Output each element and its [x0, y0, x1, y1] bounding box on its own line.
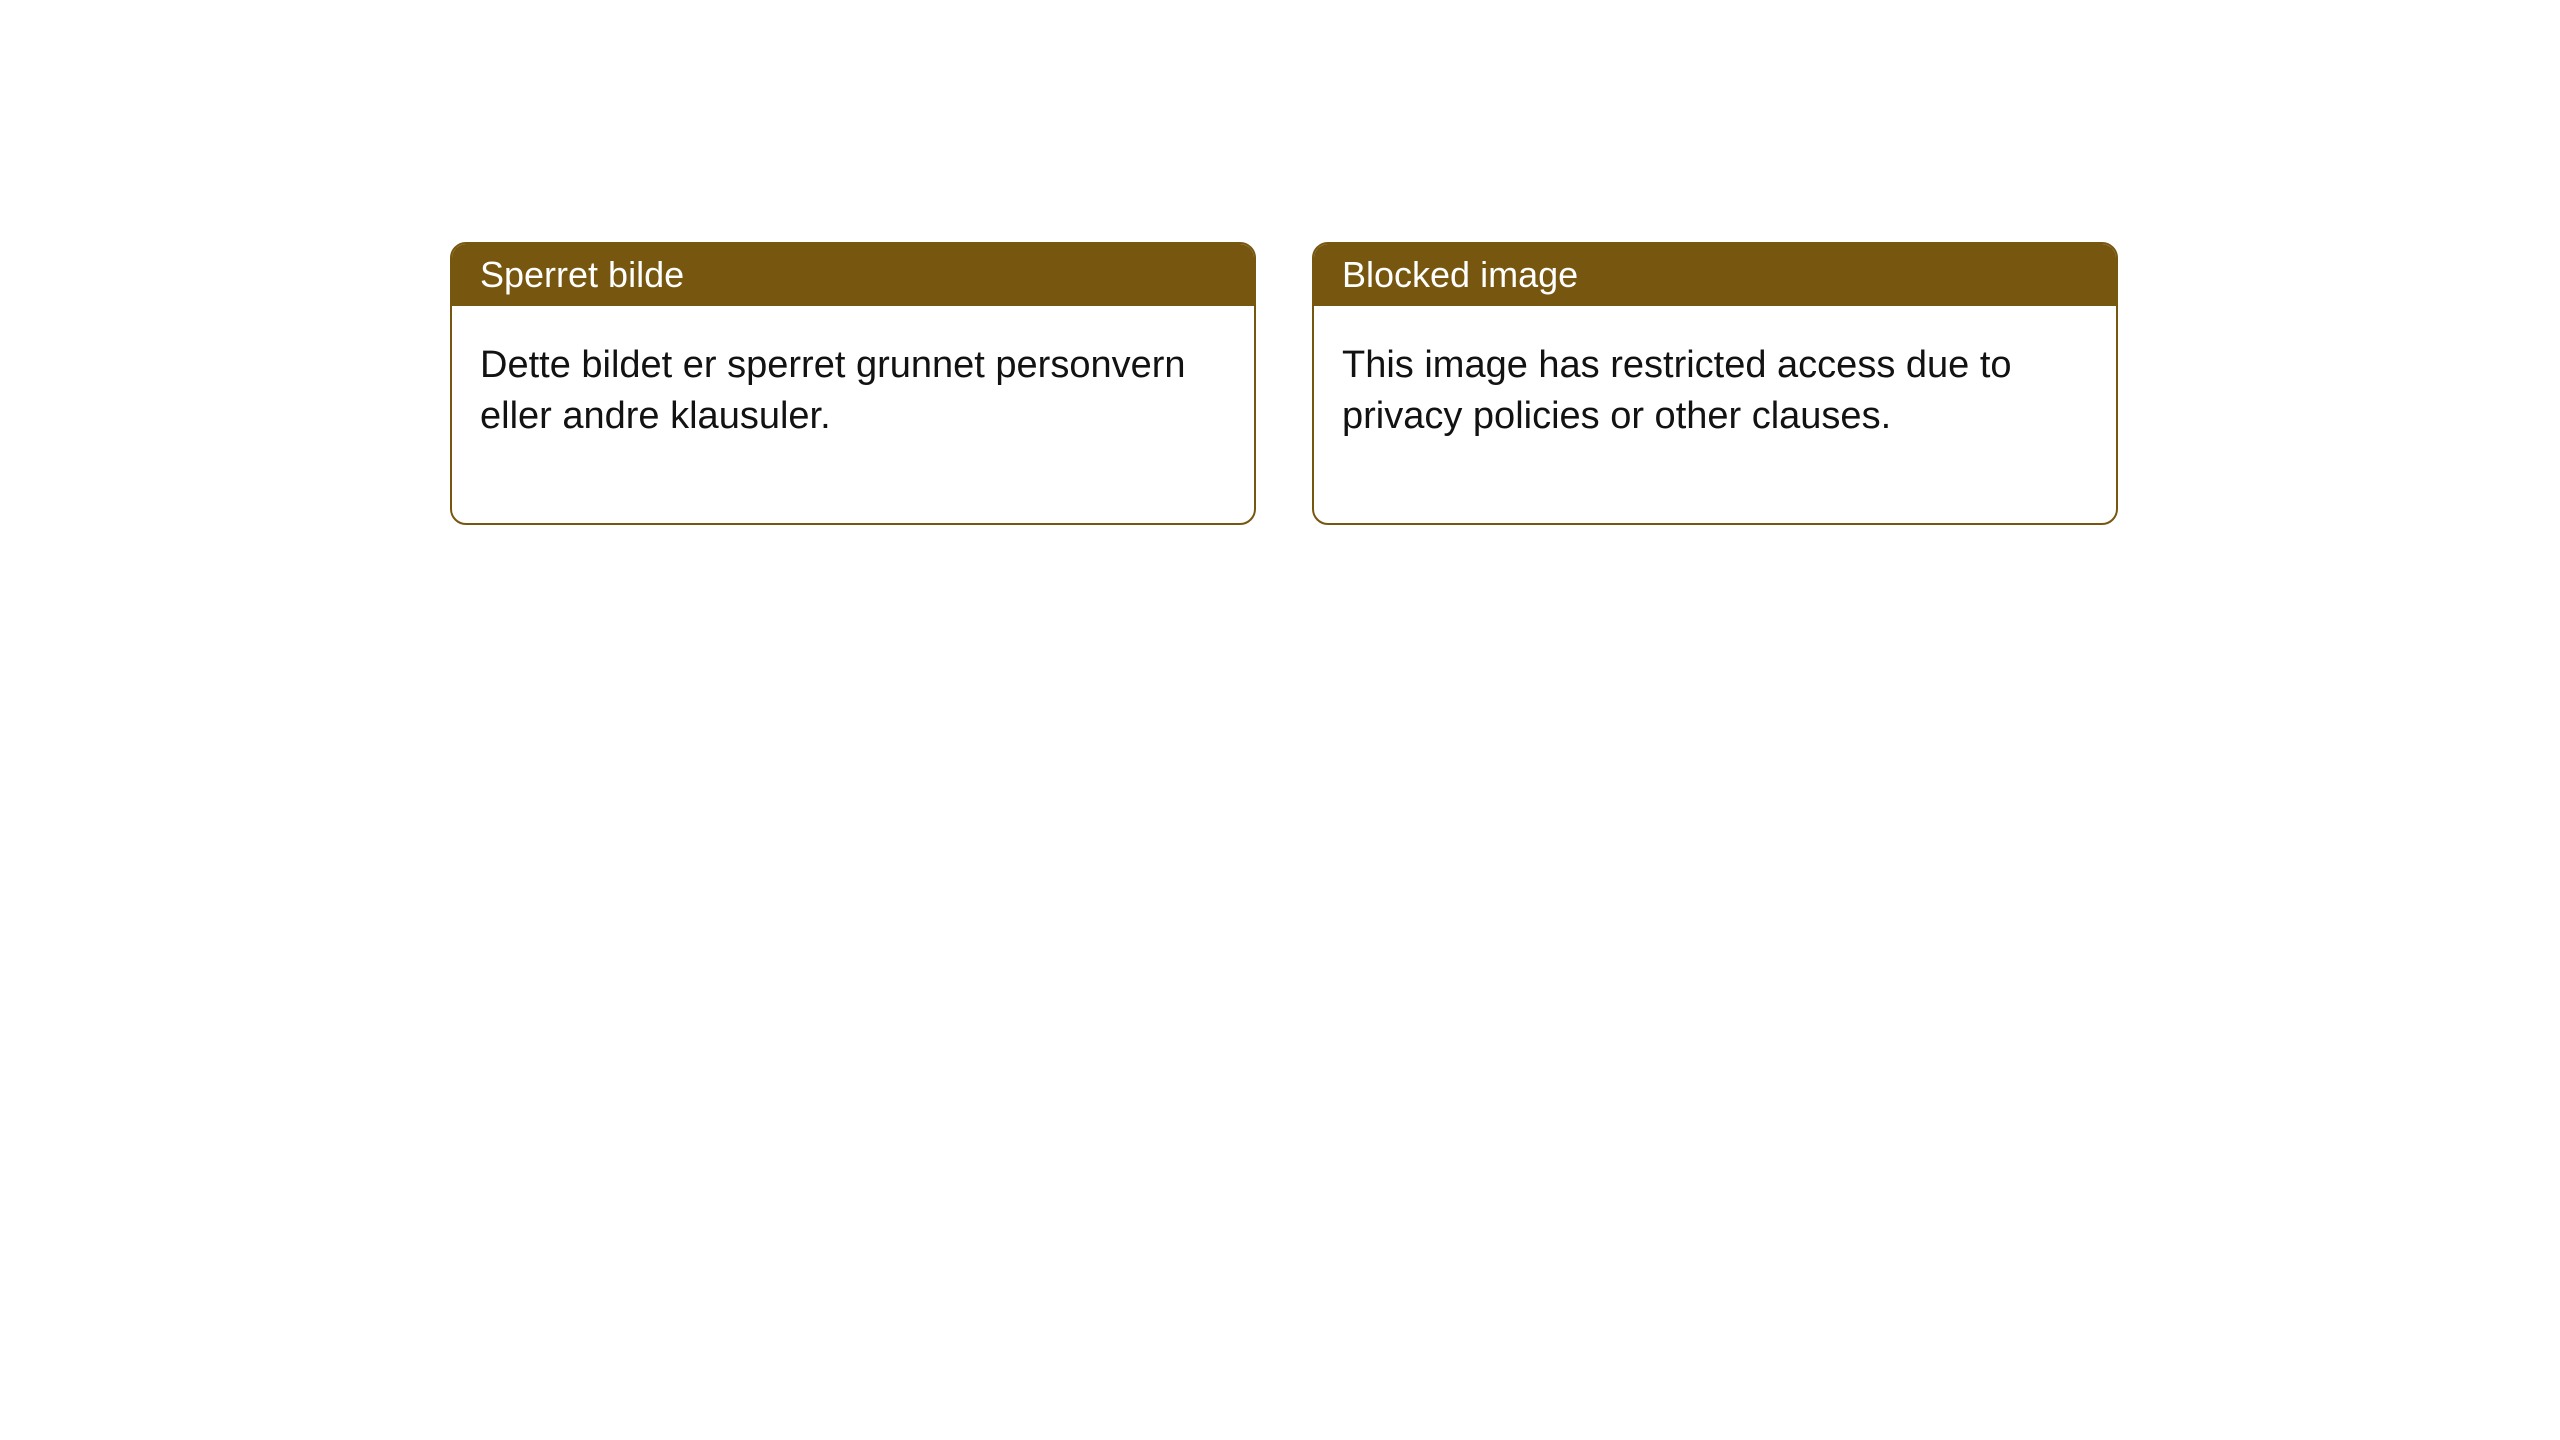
card-title: Blocked image [1342, 254, 1578, 295]
blocked-image-card-no: Sperret bilde Dette bildet er sperret gr… [450, 242, 1256, 525]
card-header: Blocked image [1314, 244, 2116, 306]
card-body-text: This image has restricted access due to … [1342, 344, 2012, 437]
card-title: Sperret bilde [480, 254, 684, 295]
cards-container: Sperret bilde Dette bildet er sperret gr… [0, 0, 2560, 525]
card-body: This image has restricted access due to … [1314, 306, 2116, 523]
card-body-text: Dette bildet er sperret grunnet personve… [480, 344, 1186, 437]
card-body: Dette bildet er sperret grunnet personve… [452, 306, 1254, 523]
card-header: Sperret bilde [452, 244, 1254, 306]
blocked-image-card-en: Blocked image This image has restricted … [1312, 242, 2118, 525]
